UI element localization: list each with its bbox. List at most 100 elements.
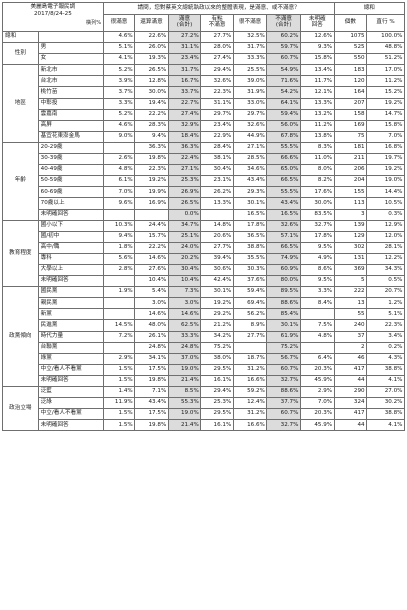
table-cell: 36.3% <box>134 141 169 155</box>
table-cell: 39.0% <box>232 75 268 88</box>
row-label: 綠黨 <box>37 352 104 365</box>
table-cell: 1.4% <box>102 385 136 399</box>
table-cell: 28.3% <box>134 119 169 132</box>
table-cell: 75.2% <box>200 341 234 354</box>
table-row: 30-39歲 2.6% 19.8% 22.4% 38.1% 28.5% 66.6% 11.0%… <box>3 153 405 166</box>
table-cell: 16.5% <box>266 208 301 221</box>
table-cell: 26.5% <box>167 197 202 210</box>
table-cell: 30.6% <box>200 263 234 277</box>
table-cell: 11.0% <box>299 153 335 166</box>
table-cell: 29.5% <box>200 363 234 376</box>
table-cell: 17.8% <box>232 219 268 232</box>
table-cell: 64.1% <box>266 97 301 110</box>
table-cell: 22.7% <box>167 97 202 110</box>
table-cell: 13 <box>333 297 368 310</box>
table-cell: 38.1% <box>200 153 234 166</box>
table-cell: 36.5% <box>232 230 268 243</box>
table-cell: 37 <box>333 330 368 343</box>
table-cell: 22.6% <box>134 30 169 44</box>
table-cell: 1.5% <box>102 374 136 388</box>
table-cell: 29.5% <box>200 408 234 421</box>
column-header: 不滿意 (合計) <box>266 14 301 32</box>
table-row: 性別男 5.1% 26.0% 31.1% 28.0% 31.7% 59.7% 9.3% 525 4… <box>2 42 405 66</box>
table-cell <box>102 297 136 310</box>
table-cell: 4.1% <box>102 53 136 66</box>
survey-question: 請問，您對蔡英文總統執政以來的整體表現，是滿意、或不滿意？ <box>102 2 335 15</box>
table-cell: 10.4% <box>134 275 169 288</box>
row-label: 國民黨 <box>37 286 104 299</box>
table-row: 桃竹苗 3.7% 30.0% 33.7% 22.3% 31.9% 54.2% 12.1% 164… <box>3 86 405 99</box>
table-row: 台聯黨 24.8% 24.8% 75.2% 75.2% 2 0.2% <box>3 341 405 354</box>
table-cell: 19.0% <box>167 363 202 376</box>
table-row: 60-69歲 7.0% 19.9% 26.9% 26.2% 29.3% 55.5% 17.6%… <box>3 186 405 199</box>
table-cell: 12.0% <box>366 230 405 243</box>
category-total: 總和 <box>2 30 39 44</box>
table-cell: 13.8% <box>299 130 335 143</box>
table-cell: 59.7% <box>266 42 301 55</box>
table-cell: 9.3% <box>299 42 335 55</box>
table-cell: 59.4% <box>266 108 301 121</box>
table-cell: 26.2% <box>200 186 234 199</box>
table-cell: 2.8% <box>102 263 136 277</box>
table-cell: 44 <box>333 374 368 388</box>
table-row: 泛綠 11.9% 43.4% 55.3% 25.3% 12.4% 37.7% 7.0% 324 3… <box>3 397 405 410</box>
table-cell: 290 <box>333 385 368 399</box>
table-cell: 24.0% <box>167 241 202 254</box>
table-cell: 9.5% <box>299 275 335 288</box>
table-cell: 16.8% <box>366 141 405 155</box>
table-cell: 27.1% <box>232 141 268 155</box>
table-cell: 206 <box>333 164 368 177</box>
table-cell: 37.6% <box>232 275 268 288</box>
row-label: 30-39歲 <box>37 153 104 166</box>
table-row: 40-49歲 4.8% 22.3% 27.1% 30.4% 34.6% 65.0% 8.0% 2… <box>3 164 405 177</box>
column-header: 個數 <box>333 14 368 32</box>
table-cell <box>200 208 234 221</box>
table-cell: 24.8% <box>134 341 169 354</box>
row-label: 新黨 <box>37 308 104 321</box>
table-cell: 23.4% <box>167 53 202 66</box>
table-cell: 25.5% <box>232 64 268 77</box>
table-cell: 5.2% <box>102 108 136 121</box>
table-cell: 30.1% <box>266 319 301 332</box>
row-label: 國/初中 <box>37 230 104 243</box>
table-cell: 22.4% <box>167 153 202 166</box>
table-cell: 42.4% <box>200 275 234 288</box>
table-cell: 11.9% <box>102 397 136 410</box>
column-header: 很不滿意 <box>232 14 268 32</box>
table-cell: 38.8% <box>366 408 405 421</box>
table-cell: 169 <box>333 119 368 132</box>
table-cell: 61.9% <box>266 330 301 343</box>
table-cell: 33.0% <box>232 97 268 110</box>
table-cell: 1.5% <box>102 419 136 432</box>
table-cell: 8.9% <box>232 319 268 332</box>
table-cell: 29.7% <box>200 108 234 121</box>
table-cell: 302 <box>333 241 368 254</box>
table-cell <box>299 308 335 321</box>
table-cell: 26.5% <box>134 64 169 77</box>
table-cell: 24.8% <box>167 341 202 354</box>
table-cell: 4.6% <box>102 30 136 44</box>
category-age: 年齡 <box>2 141 39 221</box>
table-cell: 324 <box>333 397 368 410</box>
table-cell: 66.5% <box>266 175 301 188</box>
table-cell: 16.5% <box>232 208 268 221</box>
table-cell: 6.4% <box>299 352 335 365</box>
table-cell: 80.0% <box>266 275 301 288</box>
table-cell: 22.3% <box>366 319 405 332</box>
table-cell: 45.9% <box>299 419 335 432</box>
table-cell: 31.7% <box>167 64 202 77</box>
table-cell: 8.2% <box>299 175 335 188</box>
table-cell: 59.2% <box>232 385 268 399</box>
table-row: 中彰投 3.3% 19.4% 22.7% 31.1% 33.0% 64.1% 13.3% 207… <box>3 97 405 110</box>
table-cell: 7.5% <box>299 319 335 332</box>
table-cell: 55 <box>333 308 368 321</box>
table-cell: 20.3% <box>299 408 335 421</box>
category-stance: 政治立場 <box>2 385 39 432</box>
table-cell: 29.3% <box>232 186 268 199</box>
table-cell <box>299 341 335 354</box>
table-cell: 65.0% <box>266 164 301 177</box>
table-cell: 28.0% <box>200 42 234 55</box>
row-label: 國小以下 <box>37 219 104 232</box>
row-label: 中彰投 <box>37 97 104 110</box>
poll-title: 美麗島電子報民調 <box>30 4 76 10</box>
